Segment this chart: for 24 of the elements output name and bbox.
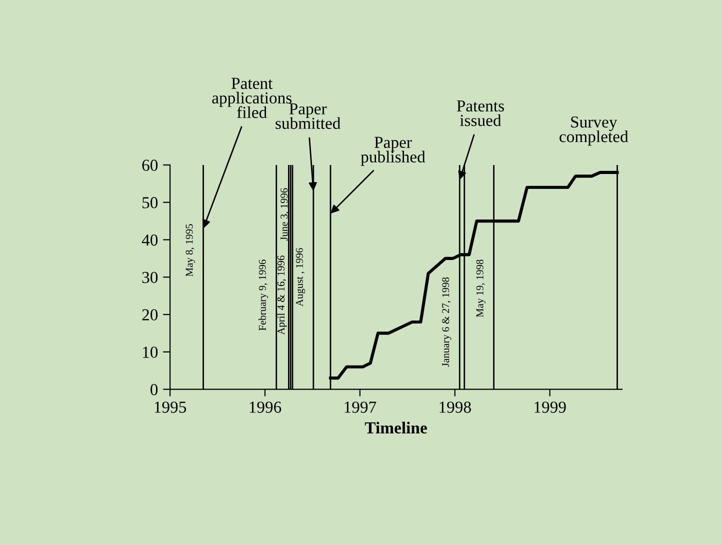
ref-line-label: August , 1996 [296,248,306,306]
y-tick-label: 60 [142,160,158,171]
y-tick-label: 0 [150,384,158,396]
x-tick-label: 1996 [250,402,282,413]
annotation: Survey completed [560,116,628,146]
annotation: Paper published [360,136,426,166]
annotation: Paper submitted [276,103,341,129]
y-tick-label: 40 [142,234,158,246]
y-tick-label: 30 [142,272,158,284]
x-tick-label: 1995 [154,402,186,413]
x-tick-label: 1999 [534,402,566,413]
y-tick-label: 20 [142,309,158,320]
y-tick-label: 10 [143,346,158,358]
ref-line-label: May 19, 1998 [476,260,486,318]
ref-line-label: May 8, 1995 [186,224,195,276]
x-axis-title: Timeline [364,422,427,434]
x-tick-label: 1998 [440,402,471,413]
ref-line-label: February 9, 1996 [258,260,268,331]
y-tick-label: 50 [142,197,158,208]
annotation: Patents issued [456,100,504,126]
x-tick-label: 1997 [344,402,376,413]
ref-line-label: June 3, 1996 [280,188,290,241]
ref-line-label: April 4 & 16, 1996 [277,256,287,335]
ref-line-label: January 6 & 27, 1998 [442,277,452,367]
